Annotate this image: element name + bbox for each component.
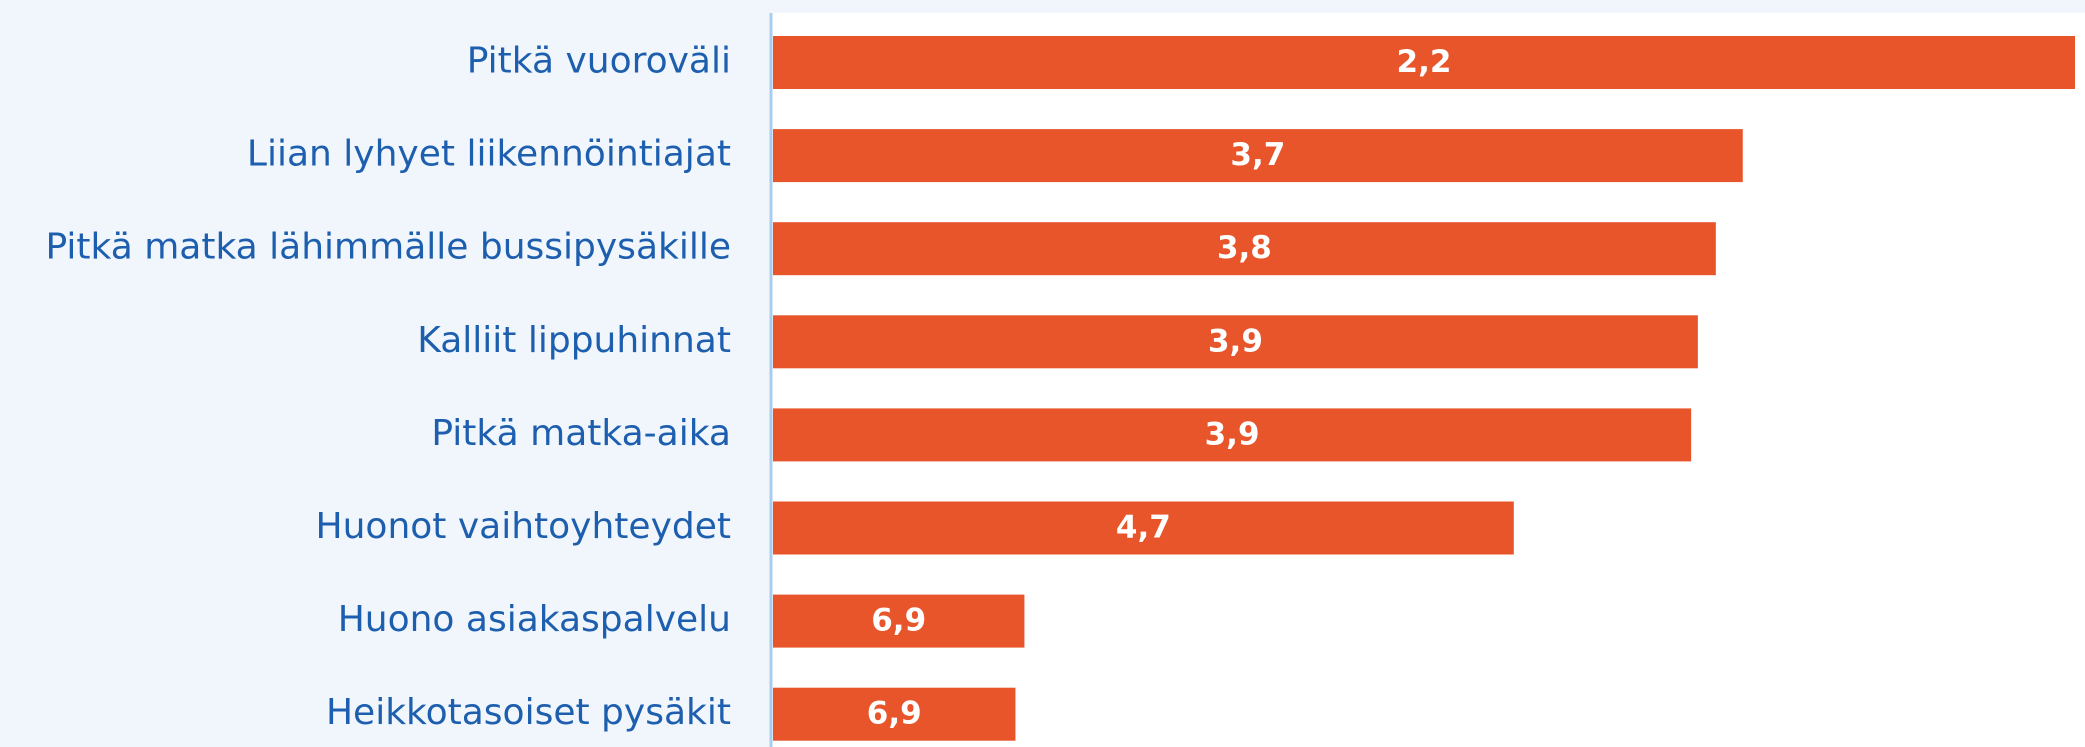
bar (773, 501, 1514, 555)
bar (773, 687, 1016, 741)
y-tick-label: Huonot vaihtoyhteydet (316, 506, 731, 547)
data-label: 3,7 (1230, 137, 1285, 173)
bar (773, 36, 2075, 89)
data-label: 3,8 (1217, 230, 1272, 266)
bar (773, 594, 1025, 648)
y-tick-label: Pitkä vuoroväli (467, 41, 731, 82)
data-label: 6,9 (871, 603, 926, 639)
y-tick-label: Liian lyhyet liikennöintiajat (247, 134, 731, 175)
data-label: 6,9 (867, 696, 922, 732)
data-label: 4,7 (1116, 510, 1171, 546)
data-label: 2,2 (1397, 44, 1452, 80)
data-label: 3,9 (1205, 416, 1260, 452)
y-tick-label: Pitkä matka-aika (431, 413, 731, 454)
bar (773, 315, 1698, 369)
data-label: 3,9 (1208, 323, 1263, 359)
bar (773, 408, 1692, 462)
bar (773, 222, 1716, 276)
y-tick-label: Kalliit lippuhinnat (417, 320, 731, 361)
y-tick-label: Huono asiakaspalvelu (338, 599, 731, 640)
y-tick-label: Pitkä matka lähimmälle bussipysäkille (45, 227, 731, 268)
bar (773, 129, 1743, 183)
y-tick-label: Heikkotasoiset pysäkit (326, 692, 731, 733)
